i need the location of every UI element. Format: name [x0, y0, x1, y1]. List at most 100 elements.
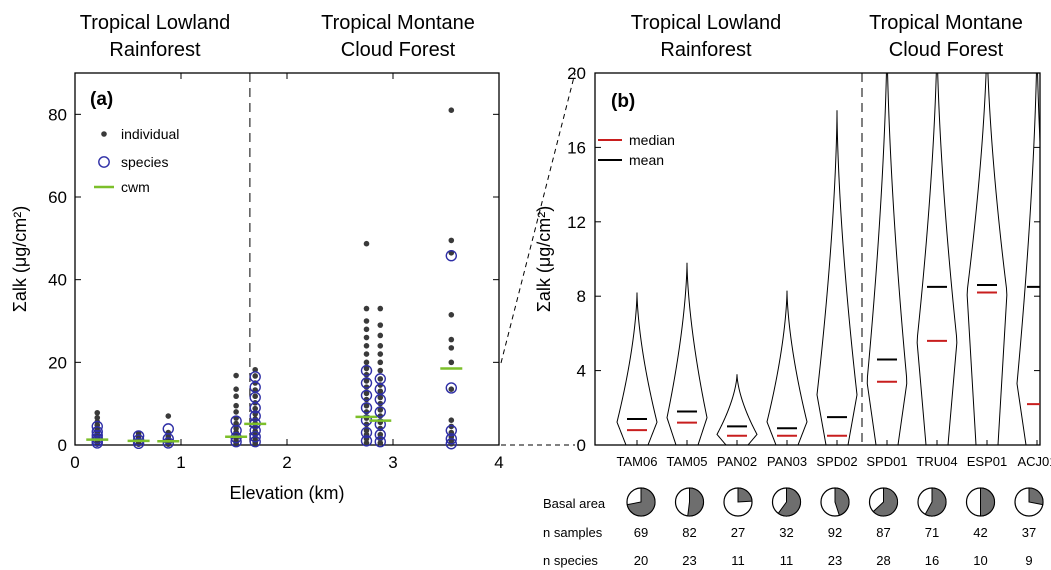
species-point — [360, 364, 373, 377]
individual-point — [363, 371, 370, 378]
panel-b-y-axis-label: Σalk (μg/cm²) — [534, 206, 554, 313]
panel-a-label: (a) — [90, 89, 113, 110]
legend-species-label: species — [121, 154, 168, 170]
individual-point — [363, 318, 370, 324]
panel-b: Tropical Lowland Rainforest Tropical Mon… — [534, 12, 1051, 568]
panel-b-plot-frame — [594, 72, 1041, 446]
species-point — [374, 435, 386, 448]
individual-point — [94, 414, 101, 421]
legend-individual-marker — [101, 131, 107, 137]
table-row-label-basal-area: Basal area — [543, 496, 606, 511]
individual-point — [377, 351, 384, 357]
y-tick-label: 40 — [48, 271, 67, 290]
panel-a-header-lowland-line1: Tropical Lowland — [80, 12, 230, 34]
panel-b-x-axis: TAM06 TAM05 PAN02 PAN03 SPD02 SPD01 TRU04 ESP01… — [617, 440, 1051, 469]
table-cell: 69 — [634, 525, 648, 540]
basal-area-pie-fill — [980, 487, 995, 517]
individual-point — [363, 427, 370, 434]
individual-point — [377, 413, 384, 419]
site-label: TAM06 — [617, 454, 658, 469]
individual-point — [448, 107, 455, 113]
site-label: PAN03 — [767, 454, 807, 469]
panel-a-x-axis-label: Elevation (km) — [229, 483, 344, 503]
species-point — [249, 435, 261, 448]
individual-point — [165, 413, 172, 419]
legend-individual-label: individual — [121, 126, 179, 142]
individual-point — [363, 378, 370, 384]
species-point — [360, 377, 373, 389]
individual-point — [94, 409, 101, 416]
individual-point — [377, 343, 384, 349]
individual-point — [233, 402, 239, 409]
site-label: ACJ01 — [1017, 454, 1051, 469]
species-point — [132, 437, 145, 450]
species-point — [360, 402, 373, 414]
y-tick-label: 20 — [567, 64, 586, 83]
x-tick-label: 3 — [388, 453, 397, 472]
individual-point — [363, 421, 370, 428]
y-tick-label: 8 — [577, 287, 586, 306]
table-cell: 23 — [682, 553, 696, 568]
species-point — [374, 406, 386, 418]
basal-area-pie-fill — [777, 487, 801, 517]
species-point — [249, 371, 261, 383]
table-cell: 11 — [731, 553, 745, 568]
individual-point — [252, 393, 258, 400]
y-tick-label: 4 — [577, 362, 586, 381]
species-point — [445, 382, 457, 394]
individual-point — [377, 388, 384, 395]
y-tick-label: 60 — [48, 188, 67, 207]
species-point — [249, 431, 261, 443]
species-point — [230, 415, 242, 427]
basal-area-pie-fill — [687, 487, 704, 517]
individual-point — [448, 237, 455, 244]
individual-point — [448, 417, 455, 424]
individual-point — [448, 312, 455, 318]
panel-b-legend: median mean — [598, 132, 675, 168]
table-cell: 42 — [973, 525, 987, 540]
table-cell: 28 — [876, 553, 890, 568]
individual-point — [363, 359, 370, 366]
table-cell: 23 — [828, 553, 842, 568]
individual-point — [252, 373, 258, 379]
panel-a: Tropical Lowland Rainforest Tropical Mon… — [10, 12, 504, 503]
individual-point — [363, 384, 370, 390]
violin-tam05 — [666, 262, 708, 445]
individual-point — [377, 394, 384, 401]
violin-tru04 — [916, 73, 958, 445]
panel-a-y-axis: 0 20 40 60 80 — [48, 105, 499, 455]
violin-pan02 — [716, 374, 758, 445]
basal-area-pie-fill — [737, 487, 753, 503]
individual-point — [377, 367, 384, 374]
species-point — [91, 420, 103, 433]
individual-point — [363, 440, 370, 446]
individual-point — [363, 305, 370, 312]
site-summary-table: Basal area n samples n species 69 82 27 32 9… — [543, 487, 1044, 568]
y-tick-label: 0 — [577, 436, 586, 455]
panel-a-header-lowland-line2: Rainforest — [109, 39, 201, 61]
individual-point — [363, 396, 370, 403]
species-point — [162, 437, 174, 449]
basal-area-pie-fill — [834, 487, 850, 516]
panel-b-header-lowland-line2: Rainforest — [660, 39, 752, 61]
species-point — [249, 424, 261, 437]
individual-point — [233, 409, 239, 415]
y-tick-label: 16 — [567, 138, 586, 157]
violin-esp01 — [966, 73, 1008, 445]
individual-point — [377, 400, 384, 407]
y-tick-label: 20 — [48, 353, 67, 372]
individual-point — [377, 359, 384, 366]
individual-point — [448, 336, 455, 343]
table-cell: 92 — [828, 525, 842, 540]
individual-point — [363, 240, 370, 247]
x-tick-label: 4 — [494, 453, 503, 472]
panel-a-legend: individual species cwm — [94, 126, 179, 195]
individual-point — [233, 372, 239, 379]
legend-median-label: median — [629, 132, 675, 148]
individual-point — [363, 334, 370, 341]
species-point — [249, 410, 261, 422]
panel-b-label: (b) — [611, 91, 635, 112]
basal-area-pie-fill — [872, 487, 898, 517]
table-cell: 82 — [682, 525, 696, 540]
